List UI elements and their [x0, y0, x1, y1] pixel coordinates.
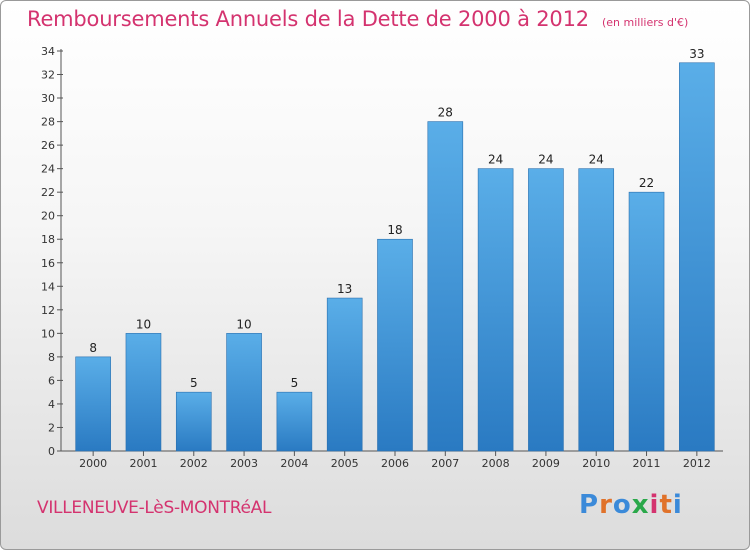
bar-2007: [427, 121, 464, 452]
logo-letter: i: [672, 490, 683, 520]
chart-title: Remboursements Annuels de la Dette de 20…: [27, 7, 589, 31]
x-tick-label: 2011: [633, 457, 661, 470]
x-tick-label: 2012: [683, 457, 711, 470]
title-row: Remboursements Annuels de la Dette de 20…: [27, 7, 688, 31]
y-tick-label: 12: [41, 304, 55, 317]
bar-2001: [125, 333, 162, 452]
bar-2005: [326, 297, 363, 452]
y-tick-label: 32: [41, 69, 55, 82]
y-tick-label: 14: [41, 280, 55, 293]
y-tick-label: 28: [41, 116, 55, 129]
y-tick-label: 16: [41, 257, 55, 270]
logo-letter: r: [599, 490, 613, 520]
logo-letter: P: [579, 490, 600, 520]
x-tick-label: 2003: [230, 457, 258, 470]
logo-letter: t: [659, 490, 673, 520]
x-tick-label: 2002: [180, 457, 208, 470]
bar-value-label: 18: [387, 223, 402, 237]
chart-unit: (en milliers d'€): [602, 16, 689, 29]
y-tick-label: 10: [41, 327, 55, 340]
bar-value-label: 5: [291, 376, 299, 390]
bar-value-label: 5: [190, 376, 198, 390]
bar-2000: [75, 356, 111, 452]
bar-2011: [628, 191, 665, 452]
proxiti-logo[interactable]: Proxiti: [579, 490, 683, 520]
y-tick-label: 24: [41, 163, 55, 176]
bar-2010: [578, 168, 615, 452]
y-tick-label: 26: [41, 139, 55, 152]
bar-value-label: 22: [639, 176, 654, 190]
bar-2006: [377, 238, 413, 452]
y-tick-label: 18: [41, 233, 55, 246]
bar-value-label: 24: [488, 153, 503, 167]
y-tick-label: 2: [48, 421, 55, 434]
bar-value-label: 13: [337, 282, 352, 296]
bar-2012: [679, 62, 715, 452]
y-tick-label: 8: [48, 351, 55, 364]
bar-value-label: 33: [689, 47, 704, 61]
x-tick-label: 2006: [381, 457, 409, 470]
x-tick-label: 2004: [280, 457, 308, 470]
y-tick-label: 30: [41, 92, 55, 105]
y-tick-label: 20: [41, 210, 55, 223]
x-tick-label: 2009: [532, 457, 560, 470]
x-tick-label: 2000: [79, 457, 107, 470]
x-tick-label: 2005: [331, 457, 359, 470]
bar-2009: [528, 168, 564, 452]
bar-value-label: 8: [89, 341, 97, 355]
y-tick-label: 6: [48, 374, 55, 387]
x-tick-label: 2008: [482, 457, 510, 470]
y-tick-label: 34: [41, 45, 55, 58]
bar-2008: [477, 168, 514, 452]
bar-2003: [226, 333, 262, 452]
y-tick-label: 0: [48, 445, 55, 458]
y-tick-label: 4: [48, 398, 55, 411]
bar-2002: [175, 391, 212, 452]
logo-letter: i: [649, 490, 660, 520]
logo-letter: x: [631, 490, 650, 520]
x-tick-label: 2001: [129, 457, 157, 470]
x-tick-label: 2007: [431, 457, 459, 470]
bar-value-label: 24: [538, 153, 553, 167]
y-tick-label: 22: [41, 186, 55, 199]
bar-value-label: 28: [438, 106, 453, 120]
bar-value-label: 10: [136, 317, 151, 331]
bar-2004: [276, 391, 313, 452]
bar-value-label: 10: [236, 317, 251, 331]
bar-value-label: 24: [589, 153, 604, 167]
x-tick-label: 2010: [582, 457, 610, 470]
commune-name: VILLENEUVE-LèS-MONTRéAL: [37, 498, 272, 518]
logo-letter: o: [612, 490, 632, 520]
